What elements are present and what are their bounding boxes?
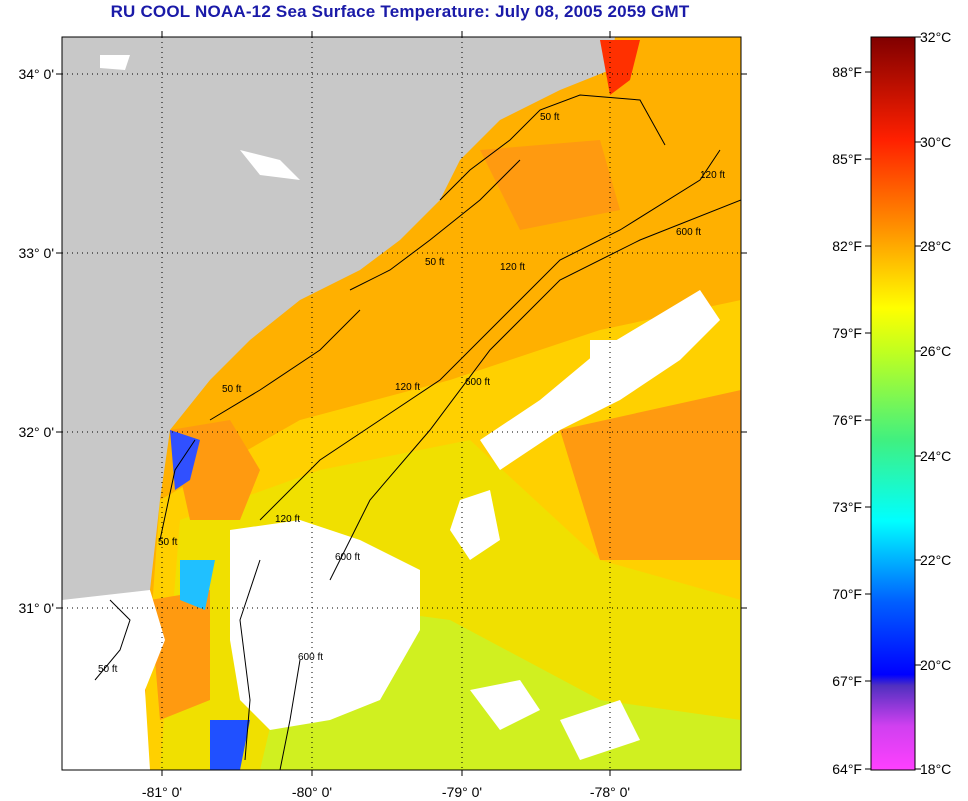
cloud-coast <box>62 590 165 770</box>
latitude-label: 33° 0' <box>18 245 54 261</box>
colorbar-celsius-label: 18°C <box>920 761 951 777</box>
ocean-warm-patch-2 <box>480 140 620 230</box>
colorbar-celsius-label: 28°C <box>920 238 951 254</box>
colorbar-fahrenheit-label: 73°F <box>832 499 862 515</box>
ocean-warm-patch-3 <box>560 390 741 560</box>
colorbar-fahrenheit-label: 67°F <box>832 673 862 689</box>
coastal-cold-water-1 <box>170 430 200 490</box>
longitude-label: -81° 0' <box>142 784 182 800</box>
longitude-label: -78° 0' <box>590 784 630 800</box>
colorbar-fahrenheit-label: 82°F <box>832 238 862 254</box>
contour-label: 120 ft <box>395 382 420 393</box>
contour-label: 120 ft <box>275 514 300 525</box>
contour-label: 600 ft <box>465 377 490 388</box>
contour-50ft-florida <box>94 599 131 681</box>
graticule <box>62 37 741 770</box>
map-frame <box>61 36 742 771</box>
colorbar-celsius-label: 24°C <box>920 448 951 464</box>
map-ticks <box>56 31 747 776</box>
contour-50ft-north <box>439 94 666 201</box>
colorbar-fahrenheit-label: 64°F <box>832 761 862 777</box>
contour-50ft-south <box>209 309 361 421</box>
colorbar-celsius-label: 32°C <box>920 29 951 45</box>
contour-50ft-georgia <box>159 439 196 541</box>
colorbar-celsius-label: 30°C <box>920 134 951 150</box>
colorbar-fahrenheit-label: 79°F <box>832 325 862 341</box>
cloud-small-3 <box>470 680 540 730</box>
colorbar-celsius-label: 22°C <box>920 552 951 568</box>
contour-600ft <box>329 199 741 581</box>
longitude-label: -80° 0' <box>292 784 332 800</box>
colorbar-ticks <box>865 36 921 770</box>
colorbar <box>870 36 916 771</box>
land-mass <box>62 37 615 610</box>
inland-cloud-1 <box>240 150 300 180</box>
cloud-large <box>230 520 420 730</box>
colorbar-fahrenheit-label: 76°F <box>832 412 862 428</box>
contour-label: 50 ft <box>425 257 445 268</box>
longitude-label: -79° 0' <box>442 784 482 800</box>
latitude-label: 31° 0' <box>18 600 54 616</box>
coastal-cold-water-2 <box>180 560 215 610</box>
latitude-label: 32° 0' <box>18 424 54 440</box>
colorbar-celsius-label: 26°C <box>920 343 951 359</box>
contour-label: 50 ft <box>98 664 118 675</box>
contour-label: 120 ft <box>500 262 525 273</box>
colorbar-celsius-label: 20°C <box>920 657 951 673</box>
contour-label: 50 ft <box>540 112 560 123</box>
coastal-cold-water-3 <box>210 720 250 770</box>
latitude-label: 34° 0' <box>18 66 54 82</box>
contour-120ft-south <box>239 559 261 761</box>
cloud-band <box>480 290 720 470</box>
contour-label: 120 ft <box>700 170 725 181</box>
colorbar-fahrenheit-label: 88°F <box>832 64 862 80</box>
chart-title: RU COOL NOAA-12 Sea Surface Temperature:… <box>110 2 690 21</box>
contour-label: 600 ft <box>335 552 360 563</box>
contour-label: 600 ft <box>298 652 323 663</box>
contour-label: 50 ft <box>158 537 178 548</box>
colorbar-fahrenheit-label: 70°F <box>832 586 862 602</box>
contour-label: 600 ft <box>676 227 701 238</box>
contour-50ft-mid <box>349 159 521 291</box>
map-area: 50 ft 50 ft 50 ft 50 ft 50 ft 120 ft 120… <box>62 37 741 770</box>
warm-inlet <box>600 40 640 95</box>
colorbar-fahrenheit-label: 85°F <box>832 151 862 167</box>
inland-cloud-2 <box>100 55 130 70</box>
cloud-small-2 <box>590 340 630 370</box>
contour-600ft-south <box>279 659 301 770</box>
contour-120ft <box>259 149 721 521</box>
cloud-small-4 <box>560 700 640 760</box>
ocean-warm-patch-4 <box>150 590 210 720</box>
contour-label: 50 ft <box>222 384 242 395</box>
